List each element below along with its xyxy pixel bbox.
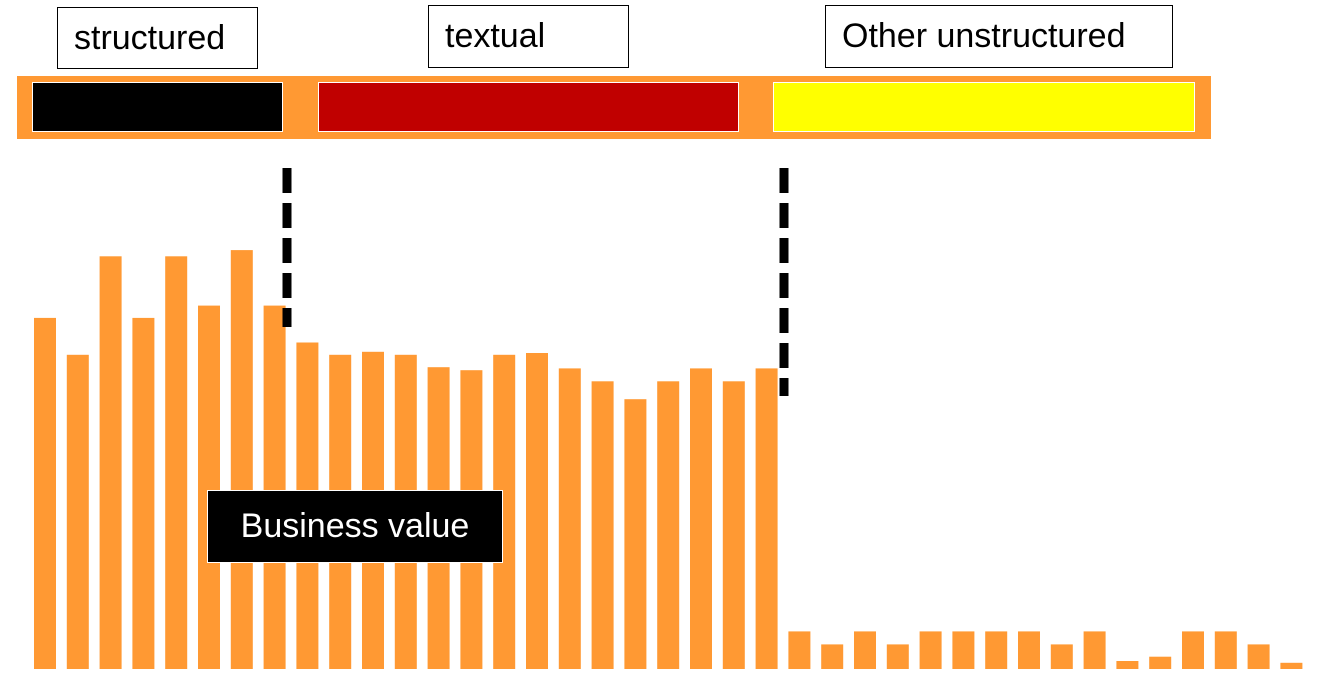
category-strip — [17, 76, 1211, 139]
bar-6 — [198, 305, 220, 669]
segment-textual — [318, 82, 739, 132]
bar-25 — [821, 644, 844, 669]
bars-group — [34, 250, 1303, 669]
bar-30 — [985, 631, 1008, 669]
bar-15 — [493, 354, 516, 669]
bar-7 — [230, 250, 253, 669]
bar-24 — [788, 631, 811, 669]
bar-37 — [1214, 631, 1237, 669]
bar-28 — [919, 631, 942, 669]
label-textual: textual — [428, 5, 629, 68]
bar-22 — [722, 381, 745, 669]
bar-5 — [165, 256, 188, 669]
bar-35 — [1149, 656, 1172, 669]
bar-1 — [34, 317, 56, 669]
bar-20 — [657, 381, 680, 669]
bar-16 — [526, 353, 548, 669]
bar-3 — [99, 256, 122, 669]
bar-32 — [1050, 644, 1073, 669]
bar-4 — [132, 317, 155, 669]
bar-8 — [263, 305, 286, 669]
bar-29 — [952, 631, 975, 669]
bar-31 — [1018, 631, 1040, 669]
label-structured: structured — [57, 7, 258, 69]
bar-39 — [1280, 662, 1303, 669]
bar-38 — [1247, 644, 1270, 669]
bar-17 — [558, 368, 581, 669]
bar-21 — [690, 368, 712, 669]
label-other-unstructured: Other unstructured — [825, 5, 1173, 68]
bar-23 — [755, 368, 778, 669]
bar-18 — [591, 381, 614, 669]
segment-structured — [32, 82, 283, 132]
bar-36 — [1182, 631, 1204, 669]
bar-26 — [854, 631, 876, 669]
bar-34 — [1116, 661, 1139, 669]
bar-2 — [66, 354, 89, 669]
bar-27 — [886, 644, 909, 669]
bar-19 — [624, 399, 647, 669]
business-value-label: Business value — [207, 490, 503, 563]
bar-33 — [1083, 631, 1106, 669]
segment-other-unstructured — [773, 82, 1195, 132]
